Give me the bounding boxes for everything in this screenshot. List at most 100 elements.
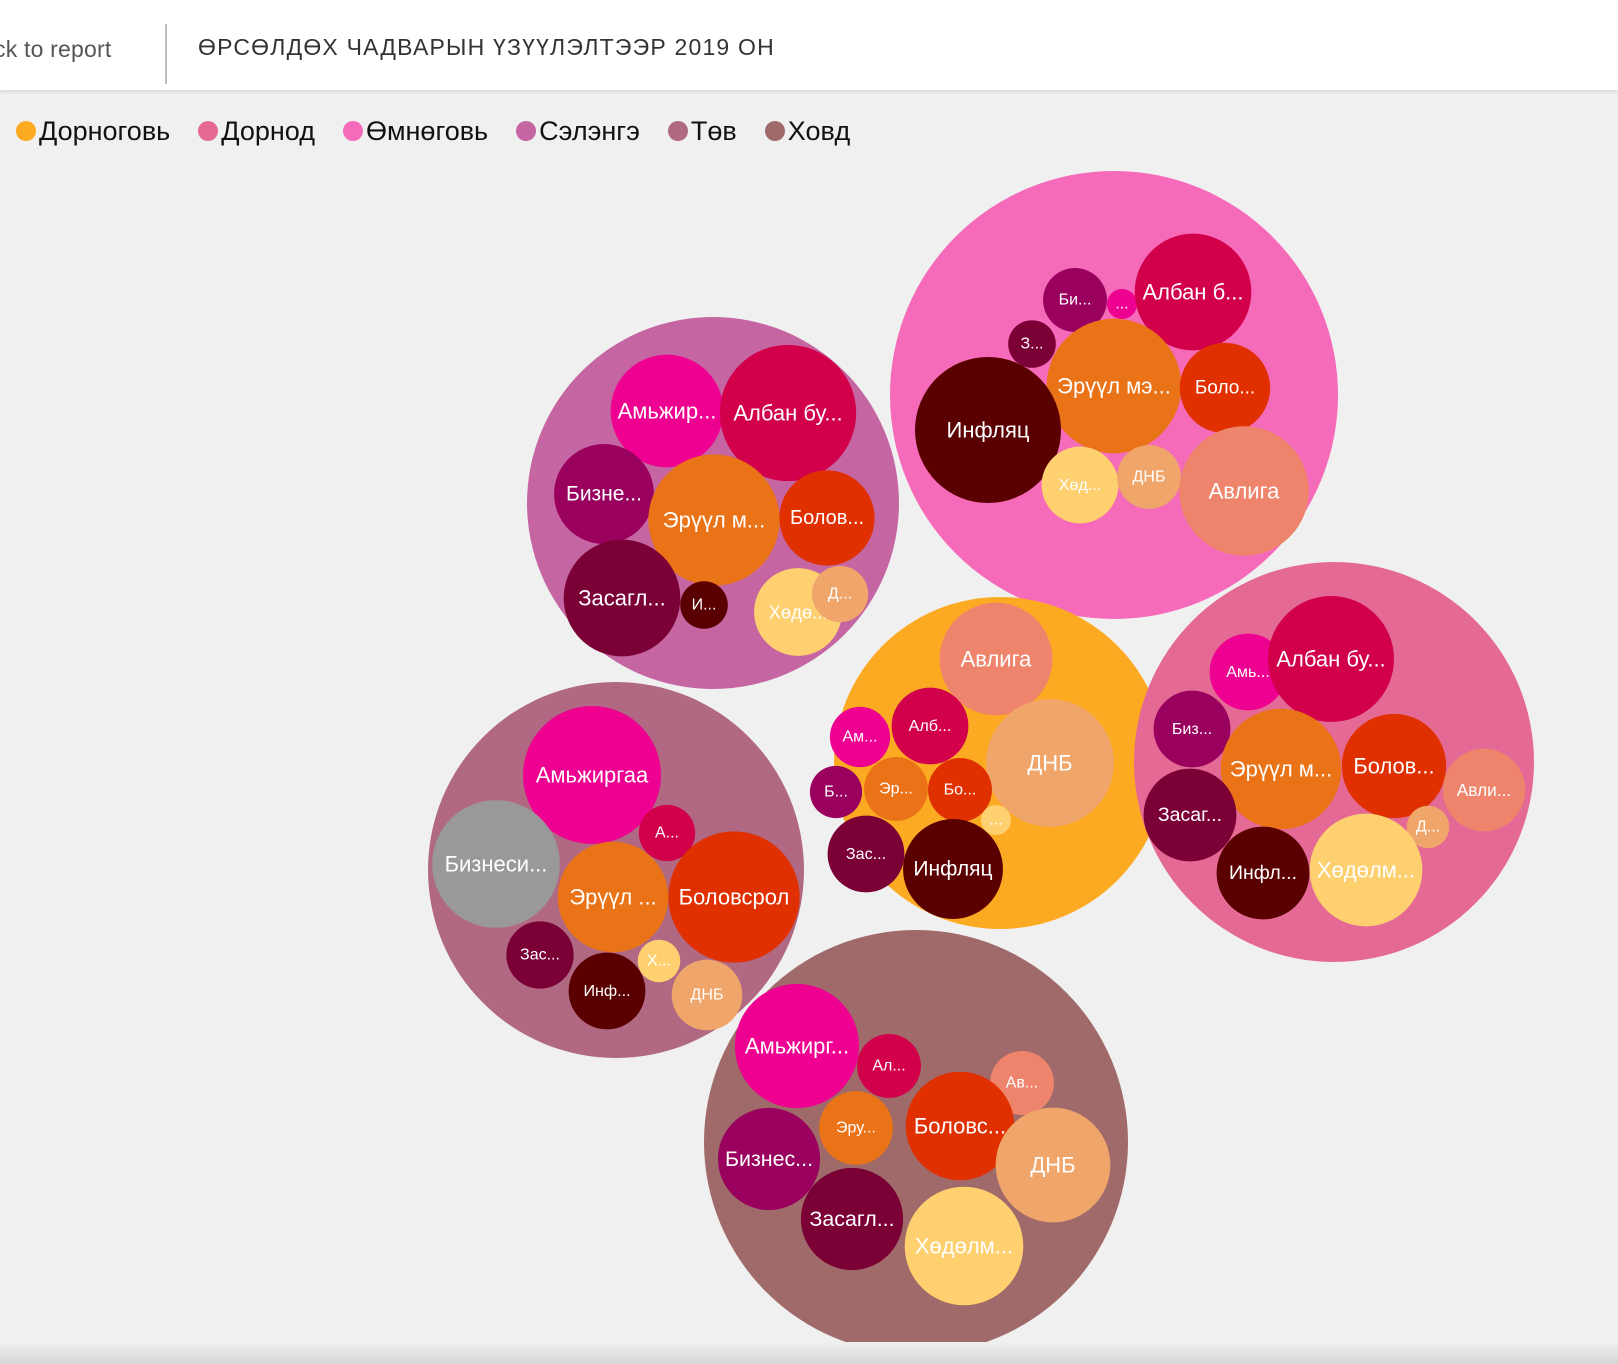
bubble-0-6[interactable] bbox=[915, 357, 1061, 503]
legend-label: Дорнод bbox=[221, 115, 315, 146]
bubble-5-6[interactable] bbox=[995, 1107, 1111, 1223]
bubble-2-2[interactable] bbox=[891, 687, 969, 765]
bubble-0-3[interactable] bbox=[1008, 320, 1056, 368]
bubble-1-1[interactable] bbox=[719, 344, 857, 482]
legend-dot-icon bbox=[198, 121, 219, 141]
bubble-label-0-0: Би... bbox=[1059, 292, 1092, 309]
bubble-label-2-8: Зас... bbox=[846, 845, 886, 863]
bubble-label-4-3: Эрүүл ... bbox=[569, 885, 656, 910]
bubble-1-6[interactable] bbox=[680, 581, 728, 629]
legend-item-2[interactable]: Өмнөговь bbox=[342, 115, 489, 147]
chart-legend: Дорноговь Дорнод Өмнөговь Сэлэнгэ Төв Ховд bbox=[16, 113, 878, 149]
legend-label: Ховд bbox=[787, 115, 851, 146]
bubble-3-4[interactable] bbox=[1341, 713, 1447, 819]
bubble-5-1[interactable] bbox=[857, 1034, 921, 1098]
bubble-0-1[interactable] bbox=[1106, 288, 1138, 320]
bubble-0-8[interactable] bbox=[1117, 445, 1181, 509]
bubble-4-2[interactable] bbox=[432, 800, 560, 928]
bubble-label-3-2: Биз... bbox=[1172, 720, 1212, 738]
bubble-2-6[interactable] bbox=[928, 758, 992, 822]
bubble-2-9[interactable] bbox=[903, 819, 1003, 919]
legend-item-4[interactable]: Төв bbox=[667, 116, 737, 147]
legend-item-5[interactable]: Ховд bbox=[764, 115, 851, 147]
bubble-5-3[interactable] bbox=[819, 1091, 893, 1165]
bubble-2-0[interactable] bbox=[939, 602, 1053, 716]
bubble-label-1-2: Бизне... bbox=[566, 483, 642, 506]
bubble-label-1-8: Д... bbox=[828, 586, 852, 603]
legend-label: Өмнөговь bbox=[365, 115, 489, 146]
bubble-2-1[interactable] bbox=[829, 706, 891, 768]
bubble-0-9[interactable] bbox=[1179, 426, 1309, 556]
bubble-label-0-5: Боло... bbox=[1195, 378, 1255, 399]
bubble-3-7[interactable] bbox=[1406, 805, 1450, 849]
bubble-4-7[interactable] bbox=[568, 952, 646, 1030]
bubble-label-0-2: Албан б... bbox=[1142, 280, 1243, 305]
bubble-1-2[interactable] bbox=[554, 444, 654, 544]
bubble-label-0-7: Хөд... bbox=[1059, 476, 1102, 494]
bubble-label-1-5: Засагл... bbox=[578, 586, 665, 611]
bubble-label-4-4: Боловсрол bbox=[679, 885, 790, 910]
bubble-label-3-0: Амь... bbox=[1226, 663, 1270, 681]
bubble-3-1[interactable] bbox=[1268, 596, 1394, 722]
bubble-1-5[interactable] bbox=[563, 539, 681, 657]
header-divider bbox=[165, 24, 167, 84]
bubble-label-3-9: Хөдөлм... bbox=[1317, 858, 1415, 883]
bubble-1-4[interactable] bbox=[779, 470, 875, 566]
bubble-0-2[interactable] bbox=[1134, 233, 1252, 351]
bubble-1-8[interactable] bbox=[811, 565, 869, 623]
page-title: ӨРСӨЛДӨХ ЧАДВАРЫН ҮЗҮҮЛЭЛТЭЭР 2019 ОН bbox=[198, 34, 775, 60]
bubble-4-6[interactable] bbox=[637, 939, 681, 983]
bubble-3-9[interactable] bbox=[1309, 813, 1423, 927]
bubble-label-2-0: Авлига bbox=[961, 647, 1033, 672]
bubble-label-2-5: Эр... bbox=[879, 781, 913, 798]
bubble-4-0[interactable] bbox=[522, 705, 662, 845]
bubble-5-8[interactable] bbox=[904, 1186, 1024, 1306]
bubble-label-1-3: Эрүүл м... bbox=[663, 508, 765, 533]
bubble-label-2-3: ДНБ bbox=[1027, 751, 1072, 776]
legend-dot-icon bbox=[516, 121, 537, 141]
legend-item-1[interactable]: Дорнод bbox=[198, 116, 315, 147]
legend-item-0[interactable]: Дорноговь bbox=[16, 116, 170, 147]
bubble-3-5[interactable] bbox=[1442, 748, 1526, 832]
bubble-4-8[interactable] bbox=[671, 959, 743, 1031]
bubble-5-5[interactable] bbox=[717, 1107, 821, 1211]
bubble-2-8[interactable] bbox=[827, 815, 905, 893]
bubble-label-0-3: З... bbox=[1021, 336, 1044, 353]
bubble-4-1[interactable] bbox=[638, 804, 696, 862]
bubble-label-4-2: Бизнеси... bbox=[445, 852, 548, 877]
bubble-4-4[interactable] bbox=[668, 831, 800, 963]
bubble-label-1-4: Болов... bbox=[790, 507, 864, 529]
legend-item-3[interactable]: Сэлэнгэ bbox=[516, 116, 640, 147]
bubble-3-6[interactable] bbox=[1143, 768, 1237, 862]
bubble-label-3-8: Инфл... bbox=[1229, 862, 1297, 884]
bubble-2-5[interactable] bbox=[864, 757, 928, 821]
bubble-2-4[interactable] bbox=[809, 765, 863, 819]
bubble-5-0[interactable] bbox=[734, 983, 860, 1109]
bubble-5-7[interactable] bbox=[800, 1167, 904, 1271]
bubble-0-5[interactable] bbox=[1179, 342, 1271, 434]
bubble-0-4[interactable] bbox=[1046, 318, 1182, 454]
bubble-0-0[interactable] bbox=[1043, 268, 1107, 332]
bubble-label-5-3: Эру... bbox=[836, 1120, 876, 1137]
bubble-1-0[interactable] bbox=[610, 354, 724, 468]
bubble-3-3[interactable] bbox=[1220, 708, 1342, 830]
bubble-label-5-0: Амьжирг... bbox=[745, 1034, 849, 1059]
bubble-3-0[interactable] bbox=[1209, 633, 1287, 711]
bubble-2-3[interactable] bbox=[986, 699, 1114, 827]
bubble-4-5[interactable] bbox=[506, 921, 574, 989]
bubble-1-3[interactable] bbox=[648, 454, 780, 586]
bubble-label-3-4: Болов... bbox=[1353, 754, 1434, 779]
bubble-label-2-4: Б... bbox=[824, 784, 848, 801]
bubble-0-7[interactable] bbox=[1041, 446, 1119, 524]
bubble-2-7[interactable] bbox=[980, 804, 1012, 836]
bubble-4-3[interactable] bbox=[557, 841, 669, 953]
bubble-3-8[interactable] bbox=[1216, 826, 1310, 920]
bubble-label-0-4: Эрүүл мэ... bbox=[1057, 374, 1171, 399]
bubble-5-4[interactable] bbox=[905, 1071, 1015, 1181]
back-to-report-link[interactable]: ck to report bbox=[0, 36, 112, 62]
legend-dot-icon bbox=[16, 121, 36, 141]
bubble-label-4-1: А... bbox=[655, 825, 679, 842]
bubble-label-0-1: ... bbox=[1115, 296, 1128, 313]
bubble-3-2[interactable] bbox=[1153, 690, 1231, 768]
legend-dot-icon bbox=[342, 121, 363, 141]
